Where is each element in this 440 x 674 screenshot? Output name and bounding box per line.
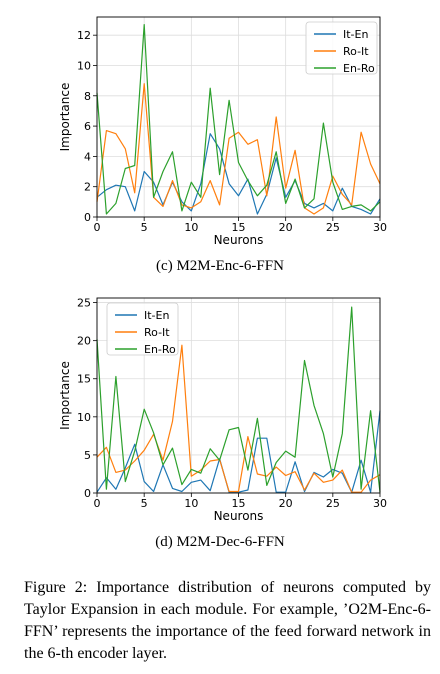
- x-tick-label: 25: [326, 497, 340, 510]
- legend-label-it-en: It-En: [144, 309, 169, 322]
- x-axis-label: Neurons: [214, 509, 264, 523]
- x-tick-label: 10: [184, 221, 198, 234]
- y-tick-label: 8: [84, 90, 91, 103]
- legend-box: [106, 302, 179, 356]
- y-tick-label: 6: [84, 120, 91, 133]
- x-tick-label: 0: [94, 221, 101, 234]
- legend-box: [305, 21, 378, 75]
- chart-d: 0 5 10 15 20 25 30 0 5 10 15 20 25 Neurons Importance I…: [58, 297, 387, 523]
- y-tick-label: 5: [84, 449, 91, 462]
- series-line-it-en: [96, 133, 381, 215]
- y-tick-label: 4: [84, 150, 91, 163]
- series-line-en-ro: [96, 306, 381, 493]
- x-tick-label: 15: [232, 221, 246, 234]
- y-tick-label: 25: [77, 297, 91, 310]
- y-axis-label: Importance: [58, 83, 72, 152]
- x-tick-label: 0: [94, 497, 101, 510]
- legend: It-En Ro-It En-Ro: [106, 302, 179, 356]
- legend-label-en-ro: En-Ro: [343, 62, 375, 75]
- y-tick-label: 0: [84, 211, 91, 224]
- y-tick-label: 10: [77, 59, 91, 72]
- y-tick-label: 20: [77, 335, 91, 348]
- y-tick-label: 12: [77, 29, 91, 42]
- x-tick-label: 30: [373, 221, 387, 234]
- x-tick-label: 5: [141, 497, 148, 510]
- y-tick-label: 0: [84, 487, 91, 500]
- legend-label-ro-it: Ro-It: [144, 326, 170, 339]
- x-tick-label: 25: [326, 221, 340, 234]
- series-line-en-ro: [96, 24, 381, 215]
- x-tick-label: 30: [373, 497, 387, 510]
- series-line-ro-it: [96, 344, 381, 493]
- x-tick-label: 20: [279, 221, 293, 234]
- y-tick-label: 10: [77, 411, 91, 424]
- series-line-it-en: [96, 410, 381, 493]
- subcaption-c: (c) M2M-Enc-6-FFN: [156, 258, 284, 274]
- legend-label-ro-it: Ro-It: [343, 45, 369, 58]
- y-tick-label: 2: [84, 181, 91, 194]
- y-tick-label: 15: [77, 373, 91, 386]
- x-tick-label: 10: [184, 497, 198, 510]
- series-line-ro-it: [96, 83, 381, 215]
- figure-caption: Figure 2: Importance distribution of neu…: [24, 579, 431, 662]
- legend-label-en-ro: En-Ro: [144, 343, 176, 356]
- legend-label-it-en: It-En: [343, 28, 368, 41]
- x-tick-label: 15: [232, 497, 246, 510]
- x-tick-label: 20: [279, 497, 293, 510]
- legend: It-En Ro-It En-Ro: [305, 21, 378, 75]
- subcaption-d: (d) M2M-Dec-6-FFN: [155, 534, 285, 550]
- x-axis-label: Neurons: [214, 233, 264, 247]
- x-tick-label: 5: [141, 221, 148, 234]
- chart-c: 0 5 10 15 20 25 30 0 2 4 6 8 10 12 Neurons Importance It…: [58, 16, 387, 247]
- y-axis-label: Importance: [58, 361, 72, 430]
